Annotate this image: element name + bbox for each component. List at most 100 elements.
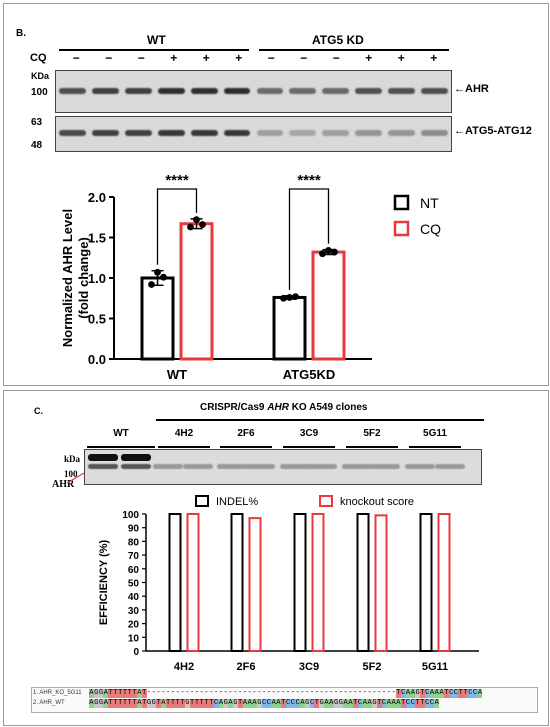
- sequence-base: -: [247, 689, 252, 697]
- lane-label: 4H2: [174, 428, 194, 439]
- western-blot-atg5-atg12: [55, 116, 452, 152]
- bar: [419, 513, 433, 652]
- blot-band: [322, 88, 350, 94]
- sequence-base: C: [290, 699, 296, 708]
- blot-band: [121, 454, 151, 461]
- y-axis-label-line2: (fold change): [76, 237, 91, 319]
- data-point: [286, 294, 293, 301]
- sequence-base: A: [367, 699, 373, 708]
- y-tick-label: 100: [122, 510, 139, 521]
- sequence-base: A: [160, 699, 166, 708]
- sequence-base: A: [434, 699, 440, 708]
- sequence-base: C: [213, 699, 219, 708]
- sequence-base: A: [89, 699, 94, 708]
- sequence-base: C: [381, 699, 387, 708]
- blot-band: [91, 88, 119, 94]
- cq-mark: +: [235, 51, 243, 65]
- sequence-base: -: [242, 689, 247, 697]
- sequence-base: C: [405, 699, 411, 708]
- sequence-base: -: [190, 689, 195, 697]
- sequence-base: -: [180, 689, 185, 697]
- sequence-base: A: [324, 699, 329, 708]
- sequence-base: T: [141, 699, 147, 708]
- sequence-base: T: [112, 699, 118, 708]
- lane-labels: WT 4H2 2F6 3C9 5F2 5G11: [4, 428, 548, 442]
- blot-band: [256, 88, 284, 94]
- sequence-base: T: [156, 699, 161, 708]
- sequence-base: A: [242, 699, 248, 708]
- x-tick-label: 3C9: [299, 661, 319, 673]
- sequence-base: T: [463, 689, 468, 698]
- sequence-base: C: [261, 699, 267, 708]
- sequence-base: G: [319, 699, 325, 708]
- sequence-base: -: [348, 689, 353, 697]
- data-point: [331, 248, 338, 256]
- seq-label-ko: 1. AHR_KO_5G11: [33, 690, 82, 696]
- blot-band: [190, 130, 218, 136]
- sequence-base: T: [400, 699, 406, 708]
- cq-mark: +: [202, 51, 210, 65]
- blot-band: [124, 130, 152, 136]
- bar: [293, 513, 307, 652]
- sequence-base: C: [357, 699, 363, 708]
- lane-label: WT: [113, 428, 129, 439]
- sequence-base: -: [266, 689, 271, 697]
- sequence-base: T: [127, 699, 133, 708]
- bar: [272, 295, 307, 361]
- sequence-base: T: [208, 699, 214, 708]
- sequence-base: T: [132, 699, 137, 708]
- sequence-base: -: [386, 689, 391, 697]
- legend-swatch: [393, 220, 410, 237]
- sequence-base: T: [170, 699, 176, 708]
- bar: [186, 513, 200, 652]
- sequence-base: -: [252, 689, 257, 697]
- sequence-base: -: [223, 689, 228, 697]
- sequence-base: G: [256, 699, 262, 708]
- legend-label: CQ: [420, 221, 441, 237]
- cq-mark: −: [300, 51, 308, 65]
- lane-label: 5G11: [423, 428, 447, 439]
- y-tick-label: 40: [128, 592, 140, 603]
- sequence-base: -: [156, 689, 161, 697]
- y-tick-label: 50: [128, 579, 140, 590]
- marker-63: 63: [31, 117, 43, 128]
- sequence-base: -: [381, 689, 387, 697]
- data-point: [199, 221, 206, 228]
- lane-underline: [87, 446, 155, 448]
- sequence-base: A: [343, 699, 349, 708]
- cq-mark: +: [430, 51, 438, 65]
- blot-band: [91, 130, 119, 136]
- sequence-base: -: [151, 689, 156, 697]
- sequence-base: C: [429, 699, 435, 708]
- sequence-base: T: [237, 699, 243, 708]
- bar: [311, 250, 346, 361]
- data-point: [187, 223, 194, 231]
- y-tick-label: 2.0: [88, 190, 106, 205]
- sequence-base: G: [304, 699, 310, 708]
- blot-band: [421, 130, 448, 136]
- sequence-base: A: [391, 699, 396, 708]
- data-point: [154, 268, 161, 276]
- y-tick-label: 0.0: [88, 352, 106, 367]
- y-axis-label: EFFICIENCY (%): [98, 539, 110, 625]
- blot-band: [223, 130, 251, 136]
- sequence-base: G: [184, 699, 190, 708]
- significance-bracket: [288, 188, 330, 290]
- sequence-base: A: [362, 699, 368, 708]
- y-tick-label: 0: [133, 647, 139, 658]
- y-axis-label: Normalized AHR Level: [60, 209, 75, 347]
- panel-label: C.: [34, 406, 43, 416]
- sequence-base: -: [257, 689, 262, 697]
- blot-band: [355, 88, 383, 94]
- western-blot-ahr-clones: [84, 449, 482, 485]
- sequence-base: T: [458, 689, 464, 698]
- kda-label: KDa: [31, 71, 50, 81]
- sequence-base: T: [108, 689, 113, 698]
- bar: [311, 513, 325, 652]
- lane-underline: [220, 446, 272, 448]
- clones-header-line: [156, 419, 484, 421]
- blot-band: [370, 464, 400, 469]
- sequence-base: A: [348, 699, 353, 708]
